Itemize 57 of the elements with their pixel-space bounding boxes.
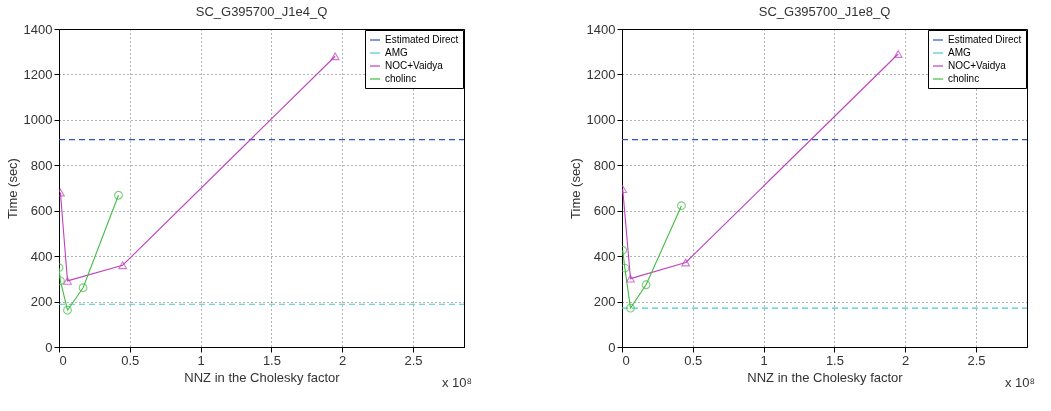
x-axis-title: NNZ in the Cholesky factor: [747, 369, 904, 385]
y-tick-label: 800: [593, 157, 616, 173]
y-tick-label: 600: [30, 203, 53, 219]
y-tick-label: 800: [30, 157, 53, 173]
x-tick-label: 1: [760, 352, 768, 368]
legend-label: AMG: [385, 47, 408, 58]
point: [114, 190, 123, 200]
y-tick-label: 1000: [23, 112, 53, 128]
point: [626, 303, 635, 313]
point: [677, 201, 686, 211]
legend-label: Estimated Direct: [948, 34, 1022, 45]
point: [63, 277, 72, 285]
y-tick-label: 1200: [586, 66, 616, 82]
y-tick-label: 1400: [586, 21, 616, 37]
y-axis-title: Time (sec): [567, 158, 583, 219]
x-tick-label: 0: [59, 352, 67, 368]
point: [78, 283, 88, 293]
point: [63, 305, 72, 315]
point: [681, 258, 691, 267]
point: [641, 280, 651, 290]
y-axis-title: Time (sec): [4, 158, 20, 219]
legend-label: NOC+Vaidya: [948, 60, 1007, 71]
point: [330, 52, 340, 61]
x-tick-label: 0.5: [121, 352, 140, 368]
text: x 10⁸: [1004, 375, 1035, 390]
x-tick-label: 2.5: [404, 352, 423, 368]
y-tick-label: 200: [30, 294, 53, 310]
x-tick-label: 1.5: [825, 352, 844, 368]
legend-label: cholinc: [385, 73, 417, 84]
y-tick-label: 1000: [586, 112, 616, 128]
legend-label: AMG: [948, 47, 971, 58]
x-tick-label: 1: [197, 352, 205, 368]
x-tick-label: 1.5: [262, 352, 281, 368]
y-tick-label: 1200: [23, 66, 53, 82]
point: [626, 274, 635, 283]
point: [893, 50, 903, 58]
y-tick-label: 0: [608, 339, 616, 355]
legend-label: Estimated Direct: [385, 34, 459, 45]
text: x 10⁸: [441, 375, 472, 390]
point: [118, 261, 128, 270]
legend-label: NOC+Vaidya: [385, 60, 444, 71]
chart-title: SC_G395700_J1e8_Q: [758, 4, 891, 19]
y-tick-label: 600: [593, 203, 616, 219]
y-tick-label: 400: [30, 248, 53, 264]
legend-label: cholinc: [948, 73, 980, 84]
y-tick-label: 1400: [23, 21, 53, 37]
x-tick-label: 0: [622, 352, 630, 368]
x-axis-title: NNZ in the Cholesky factor: [184, 369, 341, 385]
y-tick-label: 400: [593, 248, 616, 264]
x-tick-label: 2: [902, 352, 910, 368]
point: [622, 263, 630, 273]
x-tick-label: 2.5: [967, 352, 986, 368]
y-tick-label: 0: [45, 339, 53, 355]
y-tick-label: 200: [593, 294, 616, 310]
x-tick-label: 0.5: [684, 352, 703, 368]
chart-title: SC_G395700_J1e4_Q: [195, 4, 328, 19]
x-tick-label: 2: [339, 352, 347, 368]
